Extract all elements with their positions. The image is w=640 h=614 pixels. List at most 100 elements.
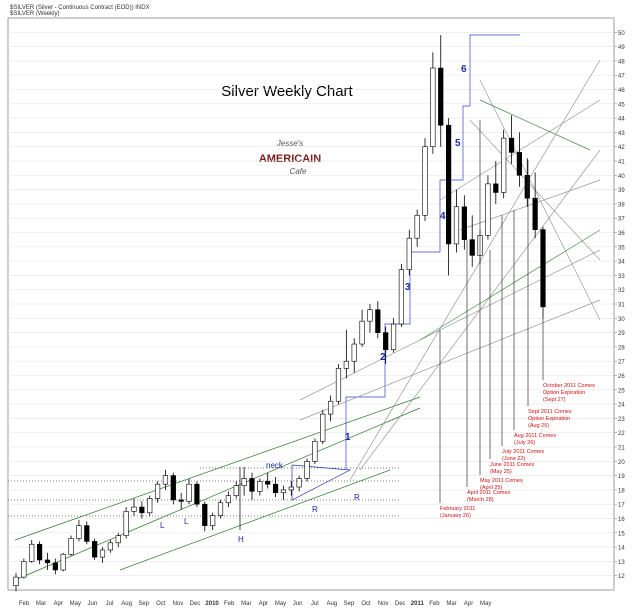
candle-body [280, 489, 287, 494]
candle-body [367, 309, 373, 322]
candle-body [430, 67, 436, 148]
x-tick-label: Jul [311, 601, 319, 607]
y-tick-label: 27 [618, 360, 625, 366]
pattern-label: L [184, 517, 189, 526]
y-tick-label: 36 [618, 231, 625, 237]
pattern-label: R [354, 493, 360, 502]
candle-body [524, 175, 530, 199]
candle-body [225, 495, 231, 504]
expiration-label: (May 25) [490, 469, 512, 475]
candle-body [139, 506, 145, 514]
pattern-label: H [238, 535, 244, 544]
x-tick-label: Nov [173, 601, 184, 607]
y-tick-label: 29 [618, 331, 625, 337]
candle-body [422, 146, 428, 216]
candle-body [170, 475, 176, 501]
candle-body [233, 485, 239, 496]
x-tick-label: Oct [156, 601, 166, 607]
y-tick-label: 12 [618, 574, 625, 580]
candle-body [202, 503, 208, 526]
expiration-label: (July 26) [514, 440, 535, 446]
expiration-label: June 2011 Comex [490, 462, 534, 468]
chart-title: Silver Weekly Chart [221, 83, 353, 100]
candle-body [406, 237, 412, 270]
fan-line [299, 299, 601, 421]
y-tick-label: 19 [618, 474, 625, 480]
expiration-label: (January 26) [440, 513, 471, 519]
y-tick-label: 18 [618, 488, 625, 494]
candle-body [123, 511, 129, 536]
x-tick-label: Jun [88, 601, 98, 607]
x-tick-label: 2011 [411, 601, 425, 607]
logo-text: AMERICAIN [259, 153, 321, 165]
expiration-label: October 2011 Comex [543, 383, 595, 389]
expiration-label: (June 22) [502, 456, 525, 462]
candle-body [351, 343, 357, 362]
y-tick-label: 33 [618, 274, 625, 280]
y-tick-label: 38 [618, 202, 625, 208]
candle-body [540, 229, 546, 308]
x-tick-label: Jul [106, 601, 114, 607]
fan-line [439, 99, 601, 201]
y-tick-label: 41 [618, 160, 625, 166]
y-tick-label: 28 [618, 345, 625, 351]
candle-body [272, 483, 279, 494]
x-tick-label: Dec [395, 601, 406, 607]
candle-body [390, 323, 397, 351]
wave-steps [345, 34, 520, 470]
wave-label: 2 [380, 352, 386, 363]
candle-body [36, 543, 43, 561]
subheader: $SILVER (Weekly) [10, 11, 59, 17]
candle-body [493, 183, 499, 193]
expiration-label: July 2011 Comex [502, 449, 544, 455]
expiration-label: April 2011 Comex [467, 490, 511, 496]
y-tick-label: 15 [618, 531, 625, 537]
candle-body [13, 576, 19, 587]
expiration-label: (Sept 27) [543, 397, 566, 403]
expiration-label: (Aug 25) [528, 423, 549, 429]
candle-body [328, 400, 334, 415]
candle-body [154, 483, 161, 499]
candle-body [29, 543, 35, 562]
y-tick-label: 21 [618, 446, 625, 452]
candle-body [375, 309, 381, 333]
candle-body [68, 538, 74, 555]
fan-line [479, 79, 601, 321]
y-tick-label: 23 [618, 417, 625, 423]
candle-body [257, 481, 263, 492]
y-tick-label: 42 [618, 145, 625, 151]
y-tick-label: 31 [618, 303, 625, 309]
y-tick-label: 17 [618, 503, 625, 509]
fan-line [459, 179, 601, 231]
candle-body [178, 499, 184, 502]
y-tick-label: 39 [618, 188, 625, 194]
candle-body [516, 152, 523, 176]
x-tick-label: May [275, 601, 286, 607]
fan-line [479, 99, 591, 151]
y-tick-label: 45 [618, 102, 625, 108]
x-tick-label: Apr [259, 601, 268, 607]
x-tick-label: Apr [464, 601, 473, 607]
x-tick-label: 2010 [205, 601, 219, 607]
candle-body [453, 206, 460, 245]
x-tick-label: Jun [293, 601, 303, 607]
candle-body [485, 183, 491, 236]
expiration-label: (March 28) [467, 497, 494, 503]
x-tick-label: Feb [429, 601, 440, 607]
candle-body [398, 269, 405, 325]
expiration-label: (April 25) [480, 485, 502, 491]
wave-label: 1 [345, 432, 351, 443]
y-tick-label: 48 [618, 59, 625, 65]
y-tick-label: 13 [618, 560, 625, 566]
x-tick-label: Sep [138, 601, 149, 607]
logo-text: Jesse's [276, 139, 303, 148]
fan-line [299, 249, 601, 401]
wave-label: 4 [440, 211, 446, 222]
candle-body [469, 239, 475, 256]
candle-body [501, 137, 507, 193]
candle-body [107, 542, 113, 551]
y-tick-label: 37 [618, 217, 625, 223]
fan-line [419, 229, 601, 341]
candle-body [265, 481, 271, 485]
